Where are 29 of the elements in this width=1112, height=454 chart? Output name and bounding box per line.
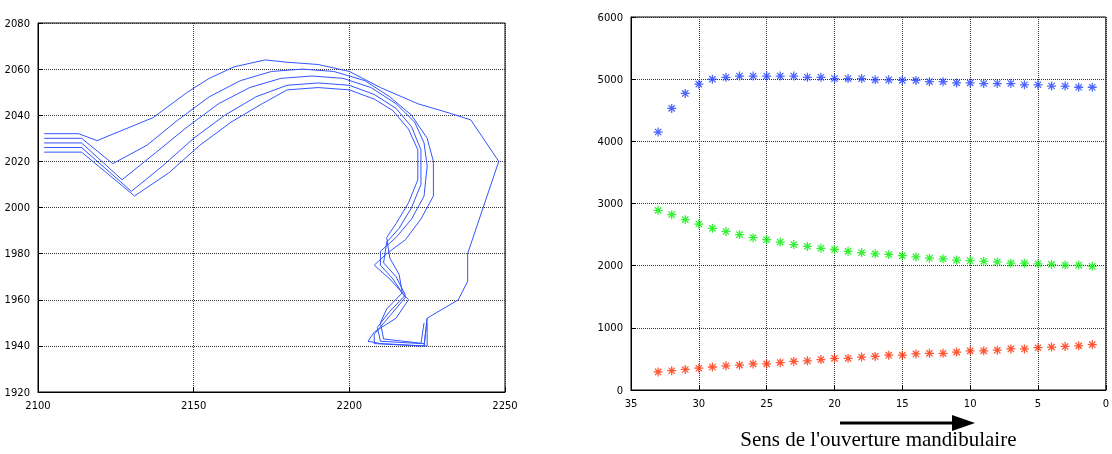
y-tick-label: 1920 [4,386,30,398]
y-tick-label: 6000 [597,11,623,23]
x-tick-label: 20 [828,397,841,409]
y-tick-label: 3000 [597,198,623,209]
x-tick-label: 5 [1034,397,1042,409]
y-tick-label: 2080 [4,17,30,29]
y-tick-label: 2020 [4,155,30,167]
y-tick-label: 0 [616,384,623,396]
y-tick-label: 1960 [4,294,30,306]
x-axis-title: Sens de l'ouverture mandibulaire [740,426,1017,451]
x-tick-label: 0 [1102,397,1110,409]
y-tick-label: 2000 [4,202,30,213]
y-tick-label: 2040 [4,109,30,121]
x-tick-label: 30 [692,397,706,409]
x-tick-label: 25 [760,397,774,409]
x-tick-label: 2200 [336,399,363,411]
x-tick-label: 10 [963,397,977,409]
x-tick-label: 15 [895,397,909,409]
y-tick-label: 1000 [597,322,623,334]
y-tick-label: 1940 [4,340,30,352]
y-tick-label: 4000 [597,135,623,147]
y-tick-label: 2060 [4,63,30,75]
y-tick-label: 1980 [4,248,30,260]
y-tick-label: 2000 [597,260,623,272]
x-tick-label: 35 [624,397,638,409]
x-tick-label: 2250 [492,399,518,411]
y-tick-label: 5000 [597,73,623,85]
x-tick-label: 2100 [25,399,51,411]
x-tick-label: 2150 [180,399,207,411]
